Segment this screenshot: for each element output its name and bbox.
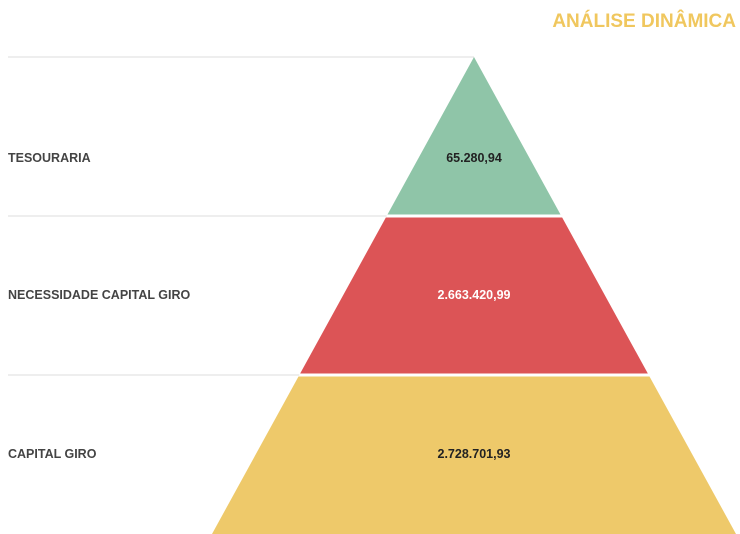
value-label: 65.280,94: [446, 151, 502, 165]
chart-title: ANÁLISE DINÂMICA: [552, 10, 736, 32]
value-label: 2.663.420,99: [438, 288, 511, 302]
pyramid-segment: [212, 376, 736, 534]
category-label: TESOURARIA: [8, 151, 91, 165]
category-label: NECESSIDADE CAPITAL GIRO: [8, 288, 190, 302]
pyramid-segment: [300, 217, 648, 374]
pyramid-segment: [387, 57, 561, 215]
value-label: 2.728.701,93: [438, 447, 511, 461]
category-label: CAPITAL GIRO: [8, 447, 97, 461]
